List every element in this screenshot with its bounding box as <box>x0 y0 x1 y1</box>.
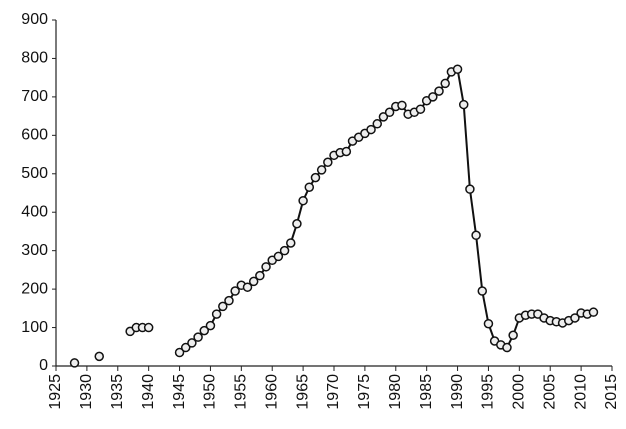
y-tick-label: 900 <box>21 11 48 28</box>
y-tick-label: 800 <box>21 50 48 67</box>
x-tick-label: 1945 <box>171 374 188 410</box>
x-tick-label: 1970 <box>325 374 342 410</box>
data-point <box>279 245 290 256</box>
data-point <box>483 318 494 329</box>
x-tick-label: 1980 <box>387 374 404 410</box>
data-point <box>434 86 444 96</box>
x-tick-label: 1965 <box>294 374 311 410</box>
x-tick-label: 1940 <box>140 374 157 410</box>
data-point <box>384 107 395 118</box>
x-tick-label: 1925 <box>47 374 64 410</box>
x-tick-label: 2015 <box>603 374 620 410</box>
y-tick-label: 400 <box>21 203 48 220</box>
data-point <box>255 270 265 281</box>
data-point <box>286 238 296 248</box>
x-tick-label: 1935 <box>109 374 126 410</box>
x-tick-label: 1960 <box>263 374 280 410</box>
data-point <box>341 146 352 157</box>
data-point <box>174 347 185 358</box>
y-tick-label: 100 <box>21 319 48 336</box>
x-tick-label: 1975 <box>356 374 373 410</box>
x-tick-label: 2000 <box>511 374 528 410</box>
y-tick-label: 600 <box>21 127 48 144</box>
data-point <box>502 342 512 353</box>
data-point <box>94 351 104 362</box>
data-point <box>187 338 197 348</box>
x-tick-label: 1930 <box>78 374 95 410</box>
x-tick-label: 1955 <box>233 374 250 410</box>
data-point <box>242 282 253 292</box>
data-point <box>199 325 210 336</box>
data-point <box>378 112 389 122</box>
data-point <box>428 92 438 102</box>
data-point <box>588 307 599 317</box>
data-point <box>248 276 259 287</box>
data-point <box>310 172 321 183</box>
y-tick-label: 300 <box>21 242 48 259</box>
data-point <box>471 230 481 241</box>
data-point <box>452 64 463 74</box>
data-point <box>508 330 518 340</box>
y-tick-label: 200 <box>21 280 48 297</box>
x-tick-label: 2010 <box>572 374 589 410</box>
data-point <box>477 286 488 296</box>
data-point <box>224 295 234 306</box>
x-tick-label: 2005 <box>541 374 558 410</box>
data-point <box>397 100 407 111</box>
data-point <box>440 78 450 89</box>
x-tick-label: 1990 <box>449 374 466 410</box>
data-point <box>230 286 240 296</box>
data-point <box>304 182 315 192</box>
data-point <box>316 165 327 175</box>
data-point <box>570 313 580 323</box>
data-point <box>143 322 154 333</box>
x-tick-label: 1985 <box>418 374 435 410</box>
data-point <box>205 320 216 331</box>
data-point <box>273 251 284 262</box>
data-point <box>465 184 475 194</box>
x-tick-label: 1995 <box>480 374 497 410</box>
x-tick-label: 1950 <box>202 374 219 410</box>
y-tick-label: 700 <box>21 88 48 105</box>
data-point <box>69 358 80 368</box>
data-point <box>298 195 308 206</box>
data-point <box>292 219 302 229</box>
data-point <box>415 104 426 114</box>
y-tick-label: 0 <box>39 357 48 374</box>
data-point <box>366 124 376 135</box>
data-line <box>129 67 594 354</box>
data-point <box>372 119 382 129</box>
y-tick-label: 500 <box>21 165 48 182</box>
data-point <box>211 309 222 319</box>
data-point <box>458 99 469 110</box>
data-point <box>180 342 191 353</box>
data-point <box>193 332 203 342</box>
data-point <box>218 301 228 312</box>
data-point <box>261 262 271 272</box>
data-point <box>323 157 333 167</box>
